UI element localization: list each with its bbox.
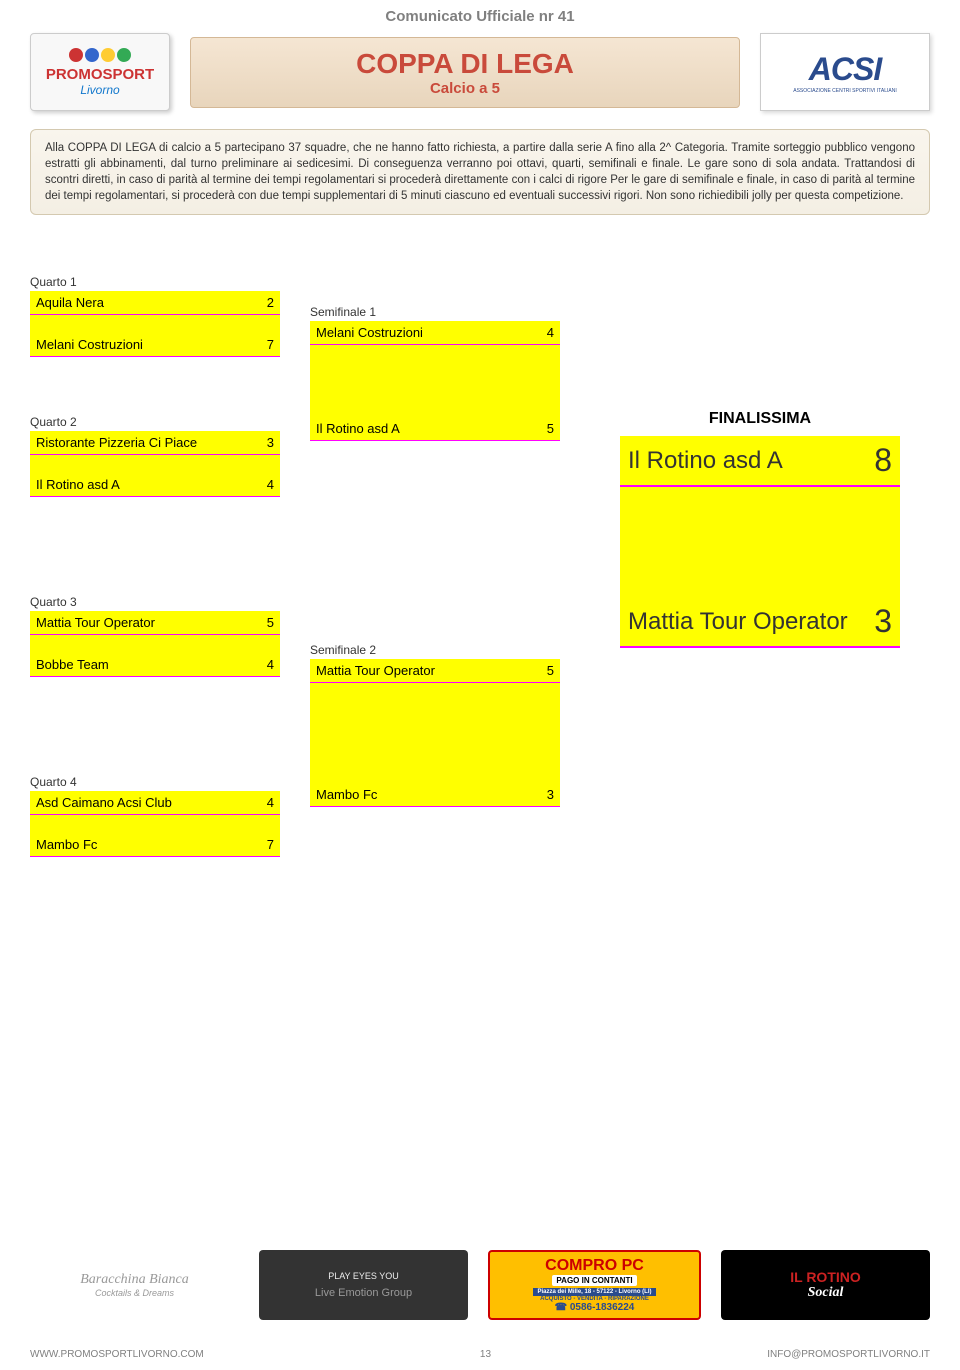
- quarto-1: Quarto 1 Aquila Nera 2 Melani Costruzion…: [30, 275, 280, 357]
- q3-label: Quarto 3: [30, 595, 280, 609]
- final-label: FINALISSIMA: [620, 410, 900, 428]
- q2-team2-name: Il Rotino asd A: [36, 477, 261, 492]
- acsi-logo: ACSI ASSOCIAZIONE CENTRI SPORTIVI ITALIA…: [760, 33, 930, 111]
- final-team2: Mattia Tour Operator 3: [620, 597, 900, 648]
- info-box: Alla COPPA DI LEGA di calcio a 5 parteci…: [30, 129, 930, 215]
- q4-label: Quarto 4: [30, 775, 280, 789]
- q3-team1-score: 5: [261, 615, 274, 630]
- q1-team1-name: Aquila Nera: [36, 295, 261, 310]
- s2-team1-name: Mattia Tour Operator: [316, 663, 541, 678]
- q1-team2-score: 7: [261, 337, 274, 352]
- page-subtitle: Calcio a 5: [201, 80, 729, 97]
- comunicato-header: Comunicato Ufficiale nr 41: [0, 0, 960, 25]
- q2-team1: Ristorante Pizzeria Ci Piace 3: [30, 431, 280, 455]
- q4-team2-name: Mambo Fc: [36, 837, 261, 852]
- q3-team1-name: Mattia Tour Operator: [36, 615, 261, 630]
- final-team1-score: 8: [874, 442, 892, 479]
- final-team1-name: Il Rotino asd A: [628, 447, 783, 475]
- q1-team1-score: 2: [261, 295, 274, 310]
- q4-team1-score: 4: [261, 795, 274, 810]
- s2-label: Semifinale 2: [310, 643, 560, 657]
- footer-right: INFO@PROMOSPORTLIVORNO.IT: [767, 1349, 930, 1360]
- q4-team1: Asd Caimano Acsi Club 4: [30, 791, 280, 815]
- s1-team2: Il Rotino asd A 5: [310, 417, 560, 441]
- s1-label: Semifinale 1: [310, 305, 560, 319]
- header-row: PROMOSPORT Livorno COPPA DI LEGA Calcio …: [0, 25, 960, 119]
- footer-left: WWW.PROMOSPORTLIVORNO.COM: [30, 1349, 204, 1360]
- q3-team1: Mattia Tour Operator 5: [30, 611, 280, 635]
- s2-team1-score: 5: [541, 663, 554, 678]
- q3-team2-name: Bobbe Team: [36, 657, 261, 672]
- footer-page: 13: [480, 1349, 491, 1360]
- q4-team2-score: 7: [261, 837, 274, 852]
- q2-label: Quarto 2: [30, 415, 280, 429]
- q4-team1-name: Asd Caimano Acsi Club: [36, 795, 261, 810]
- sponsor-compro-pc: COMPRO PC PAGO IN CONTANTI Piazza dei Mi…: [488, 1250, 701, 1320]
- s2-team2: Mambo Fc 3: [310, 783, 560, 807]
- bracket-area: Quarto 1 Aquila Nera 2 Melani Costruzion…: [30, 275, 930, 975]
- page-title: COPPA DI LEGA: [201, 48, 729, 80]
- final-team1: Il Rotino asd A 8: [620, 436, 900, 487]
- page-footer: WWW.PROMOSPORTLIVORNO.COM 13 INFO@PROMOS…: [30, 1349, 930, 1360]
- s1-team1-score: 4: [541, 325, 554, 340]
- s1-team1: Melani Costruzioni 4: [310, 321, 560, 345]
- q2-team2-score: 4: [261, 477, 274, 492]
- promosport-logo: PROMOSPORT Livorno: [30, 33, 170, 111]
- title-ribbon: COPPA DI LEGA Calcio a 5: [190, 37, 740, 108]
- finalissima: FINALISSIMA Il Rotino asd A 8 Mattia Tou…: [620, 410, 900, 648]
- q4-team2: Mambo Fc 7: [30, 833, 280, 857]
- s2-team2-score: 3: [541, 787, 554, 802]
- q2-team1-name: Ristorante Pizzeria Ci Piace: [36, 435, 261, 450]
- sponsors-row: Baracchina Bianca Cocktails & Dreams PLA…: [30, 1250, 930, 1320]
- q2-team2: Il Rotino asd A 4: [30, 473, 280, 497]
- q3-team2-score: 4: [261, 657, 274, 672]
- q1-team2: Melani Costruzioni 7: [30, 333, 280, 357]
- semifinale-2: Semifinale 2 Mattia Tour Operator 5 Mamb…: [310, 643, 560, 807]
- final-team2-name: Mattia Tour Operator: [628, 608, 848, 636]
- q1-label: Quarto 1: [30, 275, 280, 289]
- semifinale-1: Semifinale 1 Melani Costruzioni 4 Il Rot…: [310, 305, 560, 441]
- s1-team2-name: Il Rotino asd A: [316, 421, 541, 436]
- quarto-2: Quarto 2 Ristorante Pizzeria Ci Piace 3 …: [30, 415, 280, 497]
- s2-team2-name: Mambo Fc: [316, 787, 541, 802]
- quarto-3: Quarto 3 Mattia Tour Operator 5 Bobbe Te…: [30, 595, 280, 677]
- sponsor-live-emotion: PLAY EYES YOU Live Emotion Group: [259, 1250, 468, 1320]
- logo-left-text: PROMOSPORT: [46, 66, 154, 83]
- sponsor-il-rotino: IL ROTINO Social: [721, 1250, 930, 1320]
- q1-team1: Aquila Nera 2: [30, 291, 280, 315]
- sponsor-baracchina: Baracchina Bianca Cocktails & Dreams: [30, 1250, 239, 1320]
- s1-team1-name: Melani Costruzioni: [316, 325, 541, 340]
- quarto-4: Quarto 4 Asd Caimano Acsi Club 4 Mambo F…: [30, 775, 280, 857]
- q1-team2-name: Melani Costruzioni: [36, 337, 261, 352]
- final-team2-score: 3: [874, 603, 892, 640]
- s1-team2-score: 5: [541, 421, 554, 436]
- s2-team1: Mattia Tour Operator 5: [310, 659, 560, 683]
- q3-team2: Bobbe Team 4: [30, 653, 280, 677]
- q2-team1-score: 3: [261, 435, 274, 450]
- logo-left-sub: Livorno: [80, 83, 119, 97]
